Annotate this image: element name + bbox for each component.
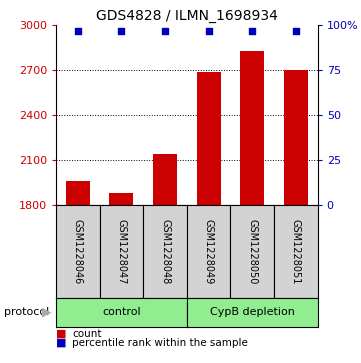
Bar <box>240 51 264 205</box>
Text: ■: ■ <box>56 338 66 348</box>
Text: percentile rank within the sample: percentile rank within the sample <box>72 338 248 348</box>
Point <box>293 28 299 34</box>
Text: GSM1228050: GSM1228050 <box>247 219 257 284</box>
Bar <box>109 193 133 205</box>
Point <box>118 28 124 34</box>
Text: GSM1228051: GSM1228051 <box>291 219 301 284</box>
Text: GSM1228049: GSM1228049 <box>204 219 214 284</box>
Text: ▶: ▶ <box>42 306 51 319</box>
Text: GSM1228048: GSM1228048 <box>160 219 170 284</box>
Bar <box>284 70 308 205</box>
Point <box>249 28 255 34</box>
Bar <box>197 72 221 205</box>
Text: control: control <box>102 307 141 317</box>
Title: GDS4828 / ILMN_1698934: GDS4828 / ILMN_1698934 <box>96 9 278 23</box>
Text: protocol: protocol <box>4 307 49 317</box>
Point <box>162 28 168 34</box>
Text: count: count <box>72 329 102 339</box>
Bar <box>66 181 90 205</box>
Point <box>206 28 212 34</box>
Bar <box>153 154 177 205</box>
Text: ■: ■ <box>56 329 66 339</box>
Text: GSM1228046: GSM1228046 <box>73 219 83 284</box>
Point <box>75 28 81 34</box>
Text: CypB depletion: CypB depletion <box>210 307 295 317</box>
Text: GSM1228047: GSM1228047 <box>116 219 126 284</box>
